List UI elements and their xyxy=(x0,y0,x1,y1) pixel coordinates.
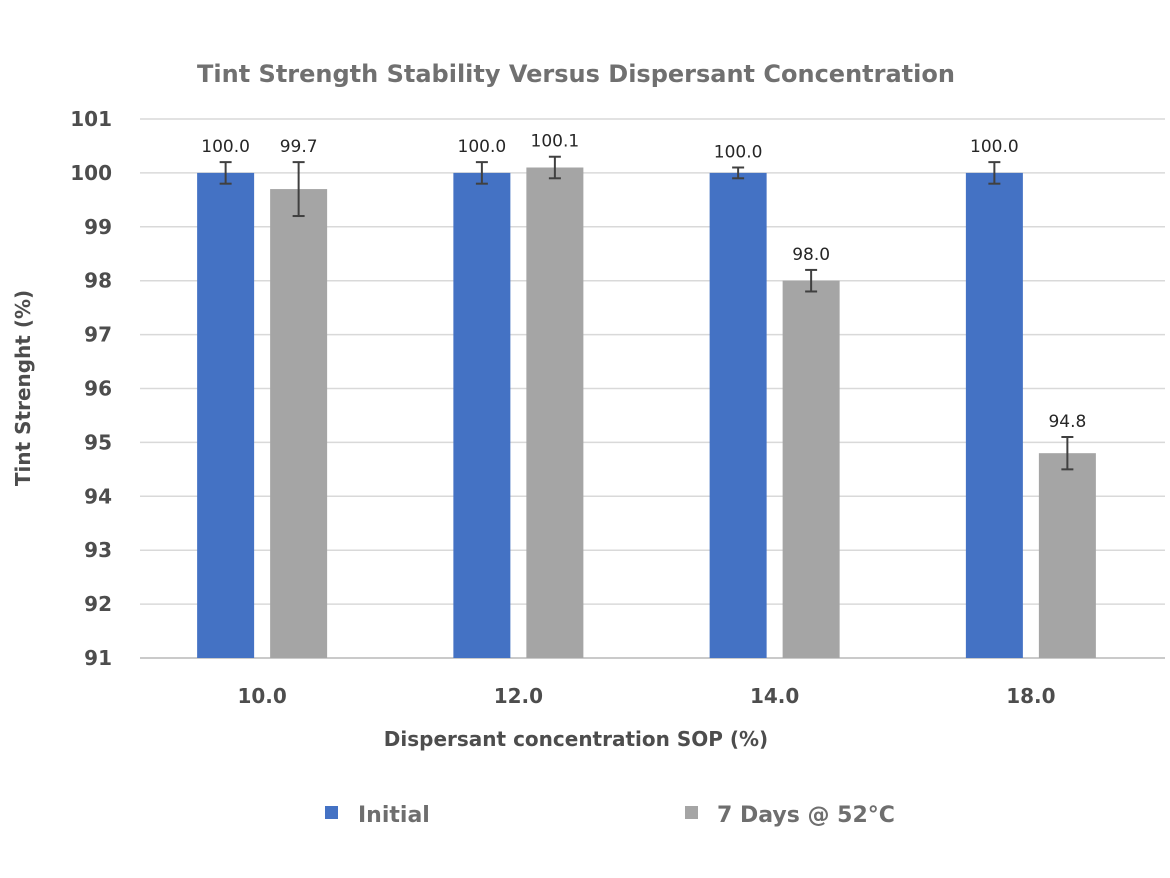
error-bar xyxy=(219,161,232,185)
chart-title: Tint Strength Stability Versus Dispersan… xyxy=(197,60,955,88)
legend-swatch-initial xyxy=(325,806,338,819)
bar-7-days-14.0 xyxy=(782,280,840,658)
y-tick-label: 97 xyxy=(84,323,112,347)
x-tick-label: 10.0 xyxy=(237,684,286,708)
bar-7-days-18.0 xyxy=(1038,453,1096,658)
x-axis-label: Dispersant concentration SOP (%) xyxy=(384,727,768,751)
y-tick-label: 93 xyxy=(84,538,112,562)
bar-initial-10.0 xyxy=(197,172,255,658)
data-label: 99.7 xyxy=(280,137,318,157)
data-label: 100.0 xyxy=(970,137,1019,157)
error-bar xyxy=(1061,436,1074,471)
data-label: 100.1 xyxy=(531,132,580,152)
error-bar xyxy=(292,161,305,218)
legend-label-initial: Initial xyxy=(358,803,430,828)
x-tick-label: 18.0 xyxy=(1006,684,1055,708)
legend-swatch-7-days xyxy=(685,806,698,819)
error-bars xyxy=(219,155,1074,471)
y-tick-label: 100 xyxy=(70,161,112,185)
error-bar xyxy=(805,268,818,293)
error-bar xyxy=(475,161,488,185)
bar-initial-18.0 xyxy=(965,172,1023,658)
error-bar xyxy=(548,155,561,180)
y-axis-ticks: 91 92 93 94 95 96 97 98 99 100 101 xyxy=(70,107,112,670)
error-bar xyxy=(732,166,745,180)
data-labels: 100.0 99.7 100.0 100.1 100.0 98.0 100.0 94.8 xyxy=(201,132,1086,432)
data-label: 94.8 xyxy=(1048,412,1086,432)
y-tick-label: 96 xyxy=(84,377,112,401)
y-axis-label: Tint Strenght (%) xyxy=(11,290,35,486)
legend: Initial 7 Days @ 52°C xyxy=(325,803,895,828)
data-label: 100.0 xyxy=(201,137,250,157)
data-label: 98.0 xyxy=(792,245,830,265)
y-tick-label: 101 xyxy=(70,107,112,131)
bar-7-days-10.0 xyxy=(270,189,328,658)
data-label: 100.0 xyxy=(714,143,763,163)
bar-7-days-12.0 xyxy=(526,167,584,658)
bar-initial-12.0 xyxy=(453,172,511,658)
y-tick-label: 94 xyxy=(84,484,112,508)
y-tick-label: 91 xyxy=(84,646,112,670)
x-tick-label: 14.0 xyxy=(750,684,799,708)
bars xyxy=(197,167,1096,658)
data-label: 100.0 xyxy=(458,137,507,157)
x-axis-ticks: 10.0 12.0 14.0 18.0 xyxy=(237,684,1055,708)
y-tick-label: 98 xyxy=(84,269,112,293)
y-tick-label: 95 xyxy=(84,430,112,454)
bar-initial-14.0 xyxy=(709,172,767,658)
y-tick-label: 92 xyxy=(84,592,112,616)
error-bar xyxy=(988,161,1001,185)
legend-label-7-days: 7 Days @ 52°C xyxy=(717,803,895,828)
x-tick-label: 12.0 xyxy=(494,684,543,708)
y-tick-label: 99 xyxy=(84,215,112,239)
